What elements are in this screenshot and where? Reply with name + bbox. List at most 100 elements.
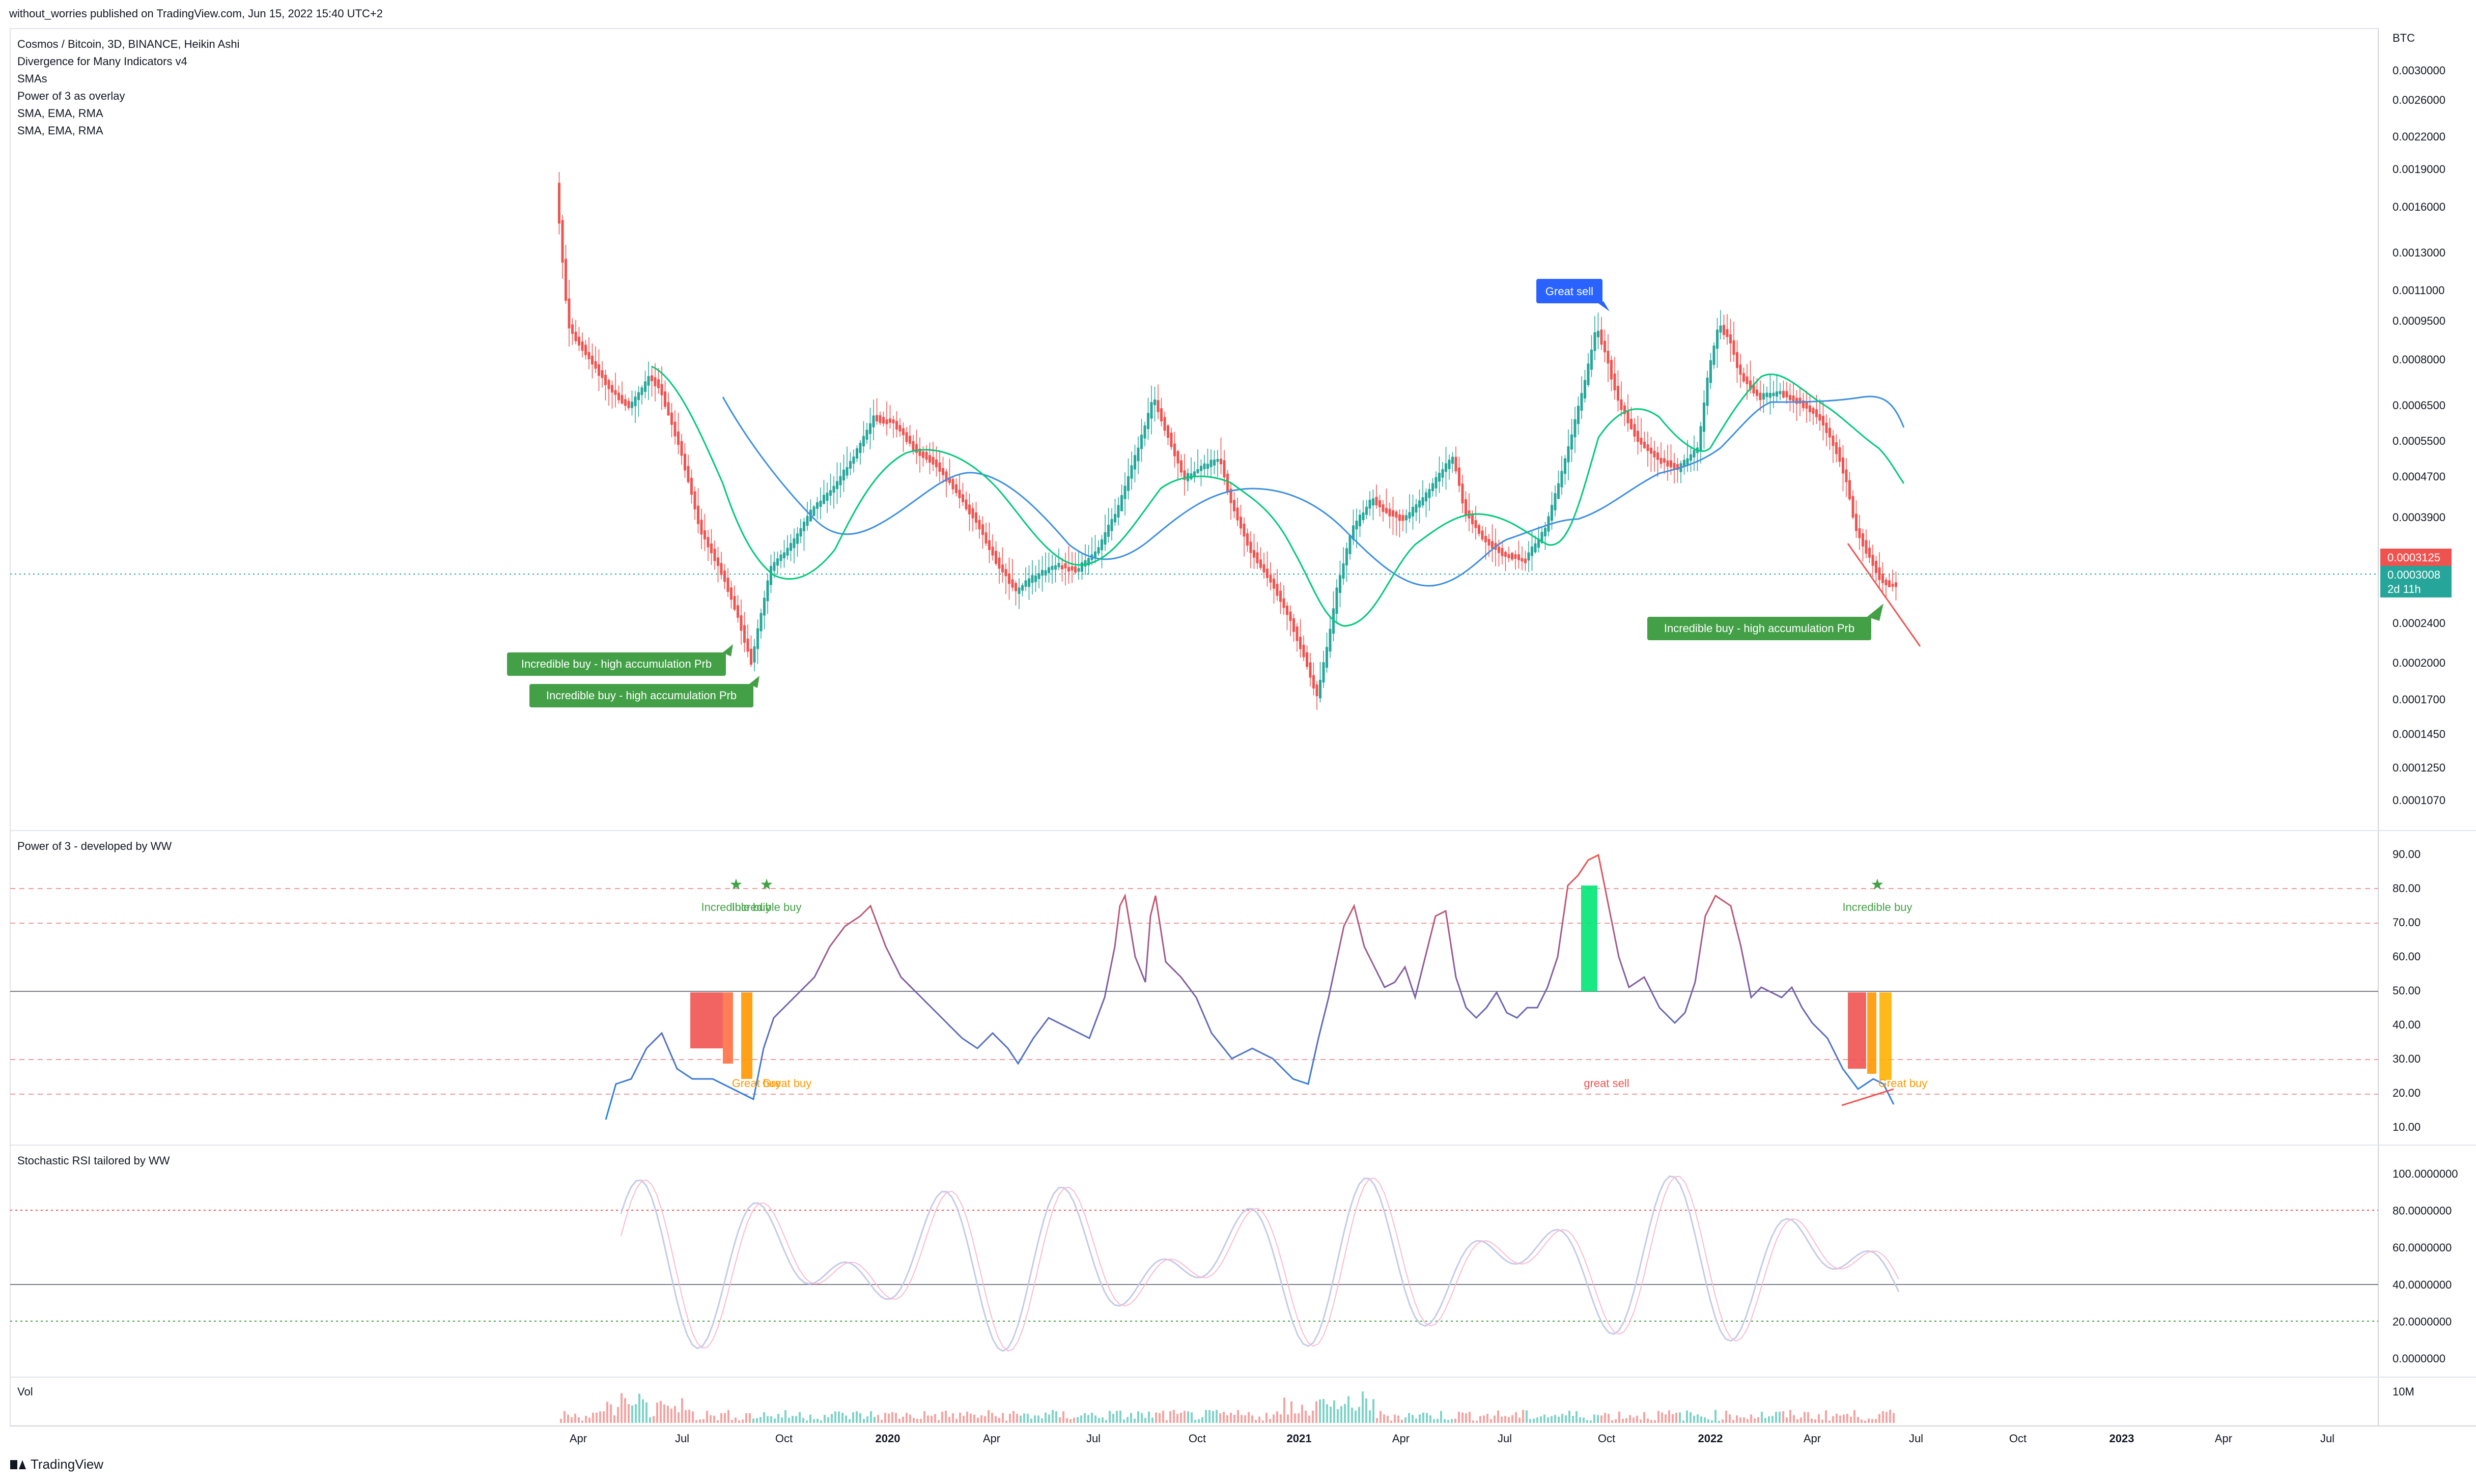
- candle-body: [1560, 471, 1563, 488]
- legend-ma-1[interactable]: SMA, EMA, RMA: [17, 107, 103, 120]
- volume-bar: [1362, 1391, 1364, 1423]
- candle-body: [1256, 552, 1259, 563]
- candle-body: [1891, 584, 1894, 587]
- legend-ma-2[interactable]: SMA, EMA, RMA: [17, 124, 103, 137]
- candle-body: [1756, 389, 1758, 396]
- volume-bar: [1176, 1414, 1178, 1423]
- candle-body: [1726, 329, 1729, 337]
- candle-body: [1779, 391, 1782, 394]
- volume-bar: [895, 1413, 897, 1423]
- volume-title[interactable]: Vol: [17, 1385, 33, 1398]
- incredible-buy-label-1[interactable]: Incredible buy - high accumulation Prb: [507, 644, 733, 676]
- volume-bar: [884, 1412, 886, 1423]
- tradingview-brand[interactable]: TradingView: [10, 1457, 103, 1472]
- legend-divergence[interactable]: Divergence for Many Indicators v4: [17, 55, 187, 68]
- volume-bar: [1380, 1411, 1382, 1423]
- power3-title[interactable]: Power of 3 - developed by WW: [17, 840, 172, 852]
- candle-body: [1772, 392, 1775, 396]
- price-tick: 0.0030000: [2393, 64, 2445, 77]
- volume-bar: [1821, 1419, 1823, 1423]
- volume-bar: [898, 1418, 901, 1423]
- volume-bar: [995, 1416, 997, 1423]
- candle-body: [1484, 536, 1487, 543]
- volume-bar: [1565, 1415, 1567, 1423]
- p3-incredible-buy-b: Incredible buy: [732, 901, 802, 914]
- volume-bar: [1878, 1414, 1880, 1423]
- volume-bar: [1020, 1415, 1022, 1423]
- candle-body: [1895, 582, 1897, 587]
- volume-bar: [788, 1417, 790, 1423]
- candle-body: [1686, 458, 1689, 465]
- candle-body: [1388, 508, 1391, 517]
- incredible-buy-label-2[interactable]: Incredible buy - high accumulation Prb: [529, 676, 759, 707]
- candle-body: [852, 456, 855, 464]
- candle-body: [1067, 567, 1070, 572]
- volume-bar: [809, 1414, 811, 1423]
- volume-bar: [1251, 1415, 1253, 1423]
- candle-body: [1259, 559, 1262, 568]
- volume-bar: [1761, 1412, 1763, 1423]
- stoch-title[interactable]: Stochastic RSI tailored by WW: [17, 1154, 170, 1167]
- volume-bar: [1736, 1415, 1738, 1423]
- volume-bar: [767, 1416, 769, 1423]
- legend-power3[interactable]: Power of 3 as overlay: [17, 90, 125, 102]
- candle-body: [704, 530, 706, 539]
- volume-bar: [745, 1413, 747, 1423]
- volume-bar: [963, 1415, 965, 1423]
- volume-bar: [1169, 1411, 1171, 1423]
- volume-bar: [1365, 1398, 1367, 1423]
- price-tick: 0.0001700: [2393, 693, 2445, 706]
- candle-body: [657, 379, 660, 388]
- svg-text:Incredible buy - high accumula: Incredible buy - high accumulation Prb: [1664, 622, 1854, 635]
- volume-bar: [660, 1401, 662, 1423]
- candle-body: [922, 451, 924, 458]
- volume-bar: [948, 1417, 950, 1423]
- candle-body: [1061, 565, 1063, 569]
- candle-body: [955, 484, 958, 493]
- candle-body: [571, 324, 574, 334]
- volume-bar: [1853, 1410, 1855, 1423]
- volume-bar: [1640, 1419, 1642, 1423]
- candle-body: [1580, 393, 1583, 411]
- candle-body: [1329, 629, 1332, 652]
- volume-bar: [1650, 1420, 1652, 1423]
- power3-axis: 90.00 80.00 70.00 60.00 50.00 40.00 30.00 20.00…: [2393, 848, 2421, 1133]
- volume-bar: [1536, 1417, 1538, 1423]
- candle-body: [753, 646, 756, 663]
- volume-bar: [1771, 1416, 1774, 1423]
- stoch-tick: 40.0000000: [2393, 1278, 2452, 1291]
- legend-symbol[interactable]: Cosmos / Bitcoin, 3D, BINANCE, Heikin As…: [17, 38, 240, 50]
- volume-bar: [1333, 1400, 1335, 1423]
- candle-body: [1868, 548, 1871, 558]
- volume-bar: [1629, 1415, 1631, 1423]
- volume-bar: [1494, 1415, 1496, 1423]
- candle-body: [1382, 504, 1385, 512]
- candle-body: [1057, 563, 1060, 567]
- legend-smas[interactable]: SMAs: [17, 72, 47, 85]
- candle-body: [680, 441, 683, 456]
- last-price-red-tag: [2380, 549, 2452, 566]
- candle-body: [631, 402, 633, 408]
- last-price-green-tag: [2380, 566, 2452, 597]
- volume-bar: [881, 1419, 883, 1423]
- volume-bar: [1868, 1418, 1870, 1423]
- volume-bar: [938, 1420, 940, 1423]
- volume-bar: [888, 1413, 890, 1423]
- power3-tick: 70.00: [2393, 916, 2421, 929]
- candle-body: [1838, 447, 1841, 462]
- candle-body: [859, 443, 862, 453]
- candle-body: [693, 491, 696, 509]
- price-tick: 0.0011000: [2393, 284, 2444, 297]
- volume-bar: [1205, 1410, 1207, 1423]
- great-sell-label[interactable]: Great sell: [1536, 279, 1610, 311]
- volume-bar: [1052, 1410, 1054, 1423]
- incredible-buy-label-3[interactable]: Incredible buy - high accumulation Prb: [1647, 604, 1883, 640]
- volume-bar: [1198, 1419, 1200, 1423]
- candle-body: [1011, 579, 1014, 588]
- volume-bar: [617, 1407, 619, 1423]
- volume-bar: [1305, 1410, 1307, 1423]
- volume-bar: [1109, 1411, 1111, 1423]
- volume-bar: [1258, 1416, 1260, 1423]
- stoch-tick: 0.0000000: [2393, 1352, 2445, 1365]
